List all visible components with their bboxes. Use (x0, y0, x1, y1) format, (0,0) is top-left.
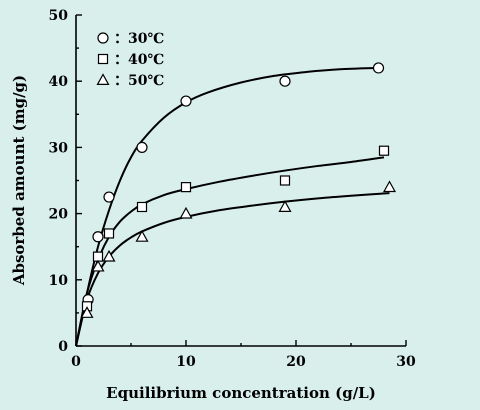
y-tick-label: 50 (49, 8, 69, 24)
legend-label-series-2: ：40℃ (114, 52, 164, 68)
y-tick-label: 40 (49, 74, 69, 90)
square-marker-point (103, 228, 115, 239)
x-tick-label: 30 (396, 354, 416, 370)
y-tick-label: 20 (49, 207, 69, 223)
square-marker-point (180, 182, 192, 193)
legend-label-series-1: ：30℃ (114, 31, 164, 47)
ticks (75, 14, 407, 347)
triangle-marker-point (382, 180, 397, 193)
legend-label-series-3: ：50℃ (114, 73, 164, 89)
triangle-marker-point (80, 306, 94, 318)
circle-marker-point (103, 191, 115, 203)
x-axis-title: Equilibrium concentration (g/L) (106, 384, 376, 402)
y-tick-label: 30 (49, 140, 69, 156)
data-markers (80, 62, 397, 318)
y-axis-title: Absorbed amount (mg/g) (10, 75, 28, 286)
triangle-marker-point (91, 259, 105, 272)
legend-triangle-icon (96, 73, 110, 86)
x-tick-label: 0 (71, 354, 81, 370)
legend: ：30℃ ：40℃ ：50℃ (96, 31, 164, 89)
triangle-marker-point (135, 230, 149, 242)
square-marker-point (92, 251, 104, 262)
x-tick-label: 20 (286, 354, 306, 370)
square-marker-point (279, 175, 291, 186)
legend-circle-icon (97, 32, 109, 44)
square-marker-point (136, 201, 148, 213)
y-tick-label: 10 (49, 273, 69, 289)
triangle-marker-point (102, 249, 116, 262)
circle-marker-point (136, 141, 148, 153)
triangle-marker-point (278, 200, 292, 212)
tick-labels: 0 10 20 30 0 10 20 30 40 50 (49, 8, 416, 370)
circle-marker-point (92, 231, 104, 243)
legend-square-icon (97, 53, 109, 65)
y-tick-label: 0 (58, 339, 68, 355)
square-marker-point (378, 145, 390, 156)
circle-marker-point (372, 62, 385, 74)
x-tick-label: 10 (176, 354, 196, 370)
circle-marker-point (279, 75, 291, 87)
circle-marker-point (180, 95, 192, 107)
triangle-marker-point (179, 206, 193, 219)
